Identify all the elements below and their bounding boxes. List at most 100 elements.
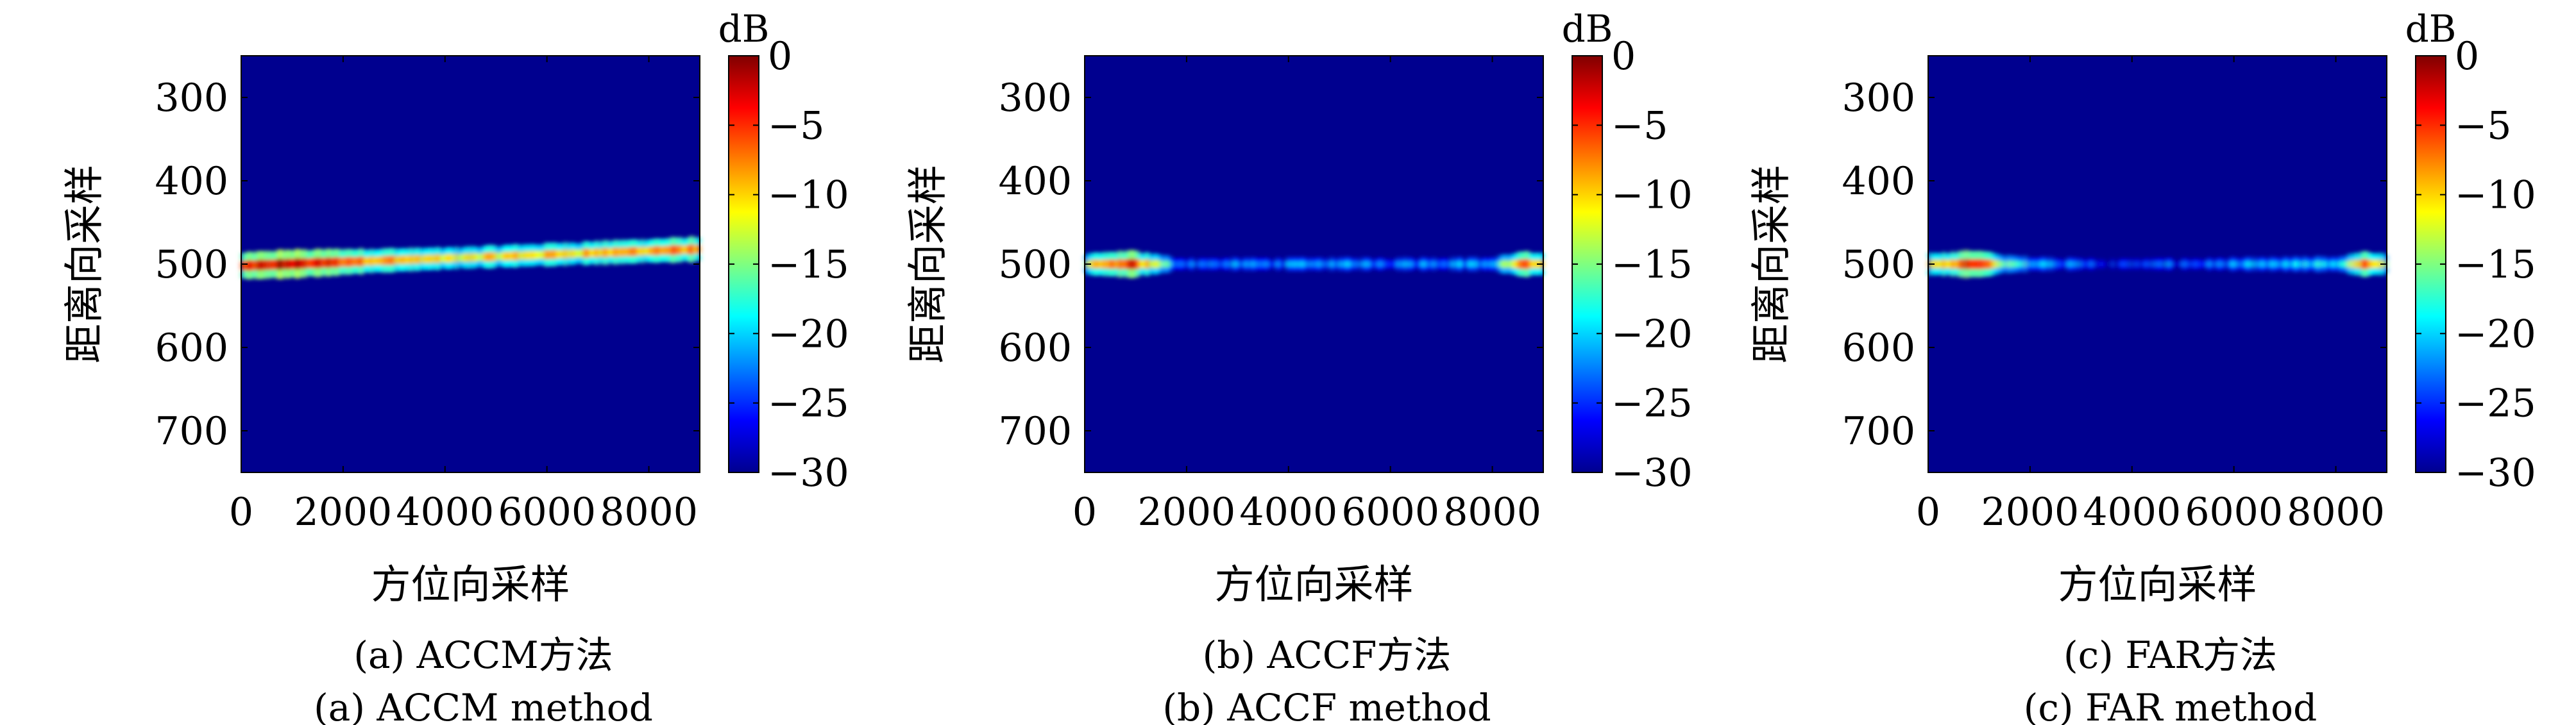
band-cell: [1330, 261, 1334, 267]
band-cell: [493, 252, 496, 262]
band-cell: [554, 249, 557, 260]
band-cell: [251, 260, 255, 271]
band-cell: [2176, 262, 2179, 266]
colorbar-tick-label: 0: [1611, 34, 1636, 79]
x-tick-label: 2000: [294, 490, 393, 535]
band-cell: [2337, 262, 2339, 267]
band-cell: [2303, 261, 2306, 267]
band-cell: [1303, 262, 1307, 267]
band-cell: [2062, 262, 2064, 266]
band-cell: [1155, 260, 1158, 269]
band-cell: [2182, 262, 2185, 267]
band-cell: [1366, 261, 1369, 267]
band-cell: [378, 256, 382, 265]
band-cell: [2224, 262, 2227, 266]
band-cell: [380, 256, 384, 265]
band-cell: [272, 260, 275, 270]
band-cell: [1115, 260, 1119, 269]
band-cell: [2053, 261, 2056, 267]
band-cell: [325, 257, 327, 268]
band-cell: [2376, 260, 2379, 269]
band-cell: [464, 253, 467, 262]
band-cell: [1128, 258, 1131, 270]
band-cell: [1243, 262, 1246, 267]
band-cell: [1987, 259, 1989, 269]
band-cell: [2295, 261, 2298, 267]
colorbar-unit: dB: [2405, 7, 2457, 51]
band-cell: [1953, 260, 1956, 269]
heatmap-band: [241, 235, 700, 280]
band-cell: [2037, 262, 2039, 267]
y-tick-label: 300: [1842, 76, 1915, 121]
band-cell: [375, 256, 377, 265]
band-cell: [2272, 261, 2275, 267]
band-cell: [393, 255, 396, 265]
band-cell: [1172, 262, 1175, 267]
band-cell: [2359, 259, 2362, 269]
band-cell: [647, 246, 650, 256]
band-cell: [372, 256, 375, 265]
band-cell: [2126, 262, 2129, 267]
band-cell: [1416, 262, 1419, 267]
band-cell: [2009, 261, 2012, 267]
band-cell: [510, 251, 513, 260]
band-cell: [2192, 262, 2196, 267]
band-cell: [2105, 263, 2108, 265]
band-cell: [300, 258, 302, 269]
band-cell: [656, 246, 659, 256]
band-cell: [366, 256, 369, 266]
band-cell: [1957, 258, 1960, 270]
band-cell: [552, 249, 555, 260]
band-cell: [1143, 260, 1146, 269]
x-axis-label: 方位向采样: [2058, 561, 2257, 608]
band-cell: [1412, 262, 1415, 267]
band-cell: [695, 244, 699, 254]
band-cell: [1239, 262, 1242, 266]
band-cell: [266, 259, 269, 271]
band-cell: [1397, 261, 1400, 267]
band-cell: [1455, 262, 1459, 267]
band-cell: [1480, 262, 1484, 267]
band-cell: [516, 251, 519, 260]
band-cell: [2162, 262, 2164, 267]
band-cell: [1982, 259, 1985, 269]
band-cell: [677, 245, 680, 254]
band-cell: [326, 257, 330, 269]
band-cell: [1266, 262, 1269, 267]
band-cell: [2051, 262, 2054, 266]
band-cell: [1999, 260, 2002, 268]
band-cell: [2003, 260, 2006, 268]
band-cell: [1378, 262, 1382, 267]
band-cell: [1112, 259, 1115, 269]
band-cell: [1990, 259, 1994, 269]
band-cell: [312, 258, 315, 269]
band-cell: [305, 258, 309, 269]
band-cell: [1482, 261, 1486, 267]
band-cell: [545, 249, 548, 260]
band-cell: [1214, 262, 1217, 267]
band-cell: [1247, 262, 1250, 267]
colorbar-unit: dB: [1562, 7, 1613, 51]
band-cell: [2059, 262, 2062, 267]
band-cell: [2130, 262, 2133, 267]
band-cell: [2364, 259, 2367, 269]
band-cell: [2278, 262, 2281, 267]
band-cell: [1477, 262, 1479, 267]
band-cell: [687, 245, 690, 254]
band-cell: [1514, 260, 1517, 269]
band-cell: [1185, 262, 1187, 266]
band-cell: [1422, 261, 1425, 267]
band-cell: [1512, 260, 1515, 269]
band-cell: [2209, 262, 2212, 267]
band-cell: [2259, 261, 2262, 267]
band-cell: [2357, 260, 2360, 268]
band-cell: [347, 257, 350, 267]
band-cell: [1132, 258, 1135, 270]
band-cell: [1355, 261, 1359, 267]
band-cell: [2245, 261, 2248, 267]
band-cell: [1468, 261, 1471, 267]
band-cell: [1460, 261, 1462, 267]
band-cell: [1276, 261, 1279, 267]
band-cell: [2032, 261, 2035, 267]
band-cell: [339, 257, 342, 267]
